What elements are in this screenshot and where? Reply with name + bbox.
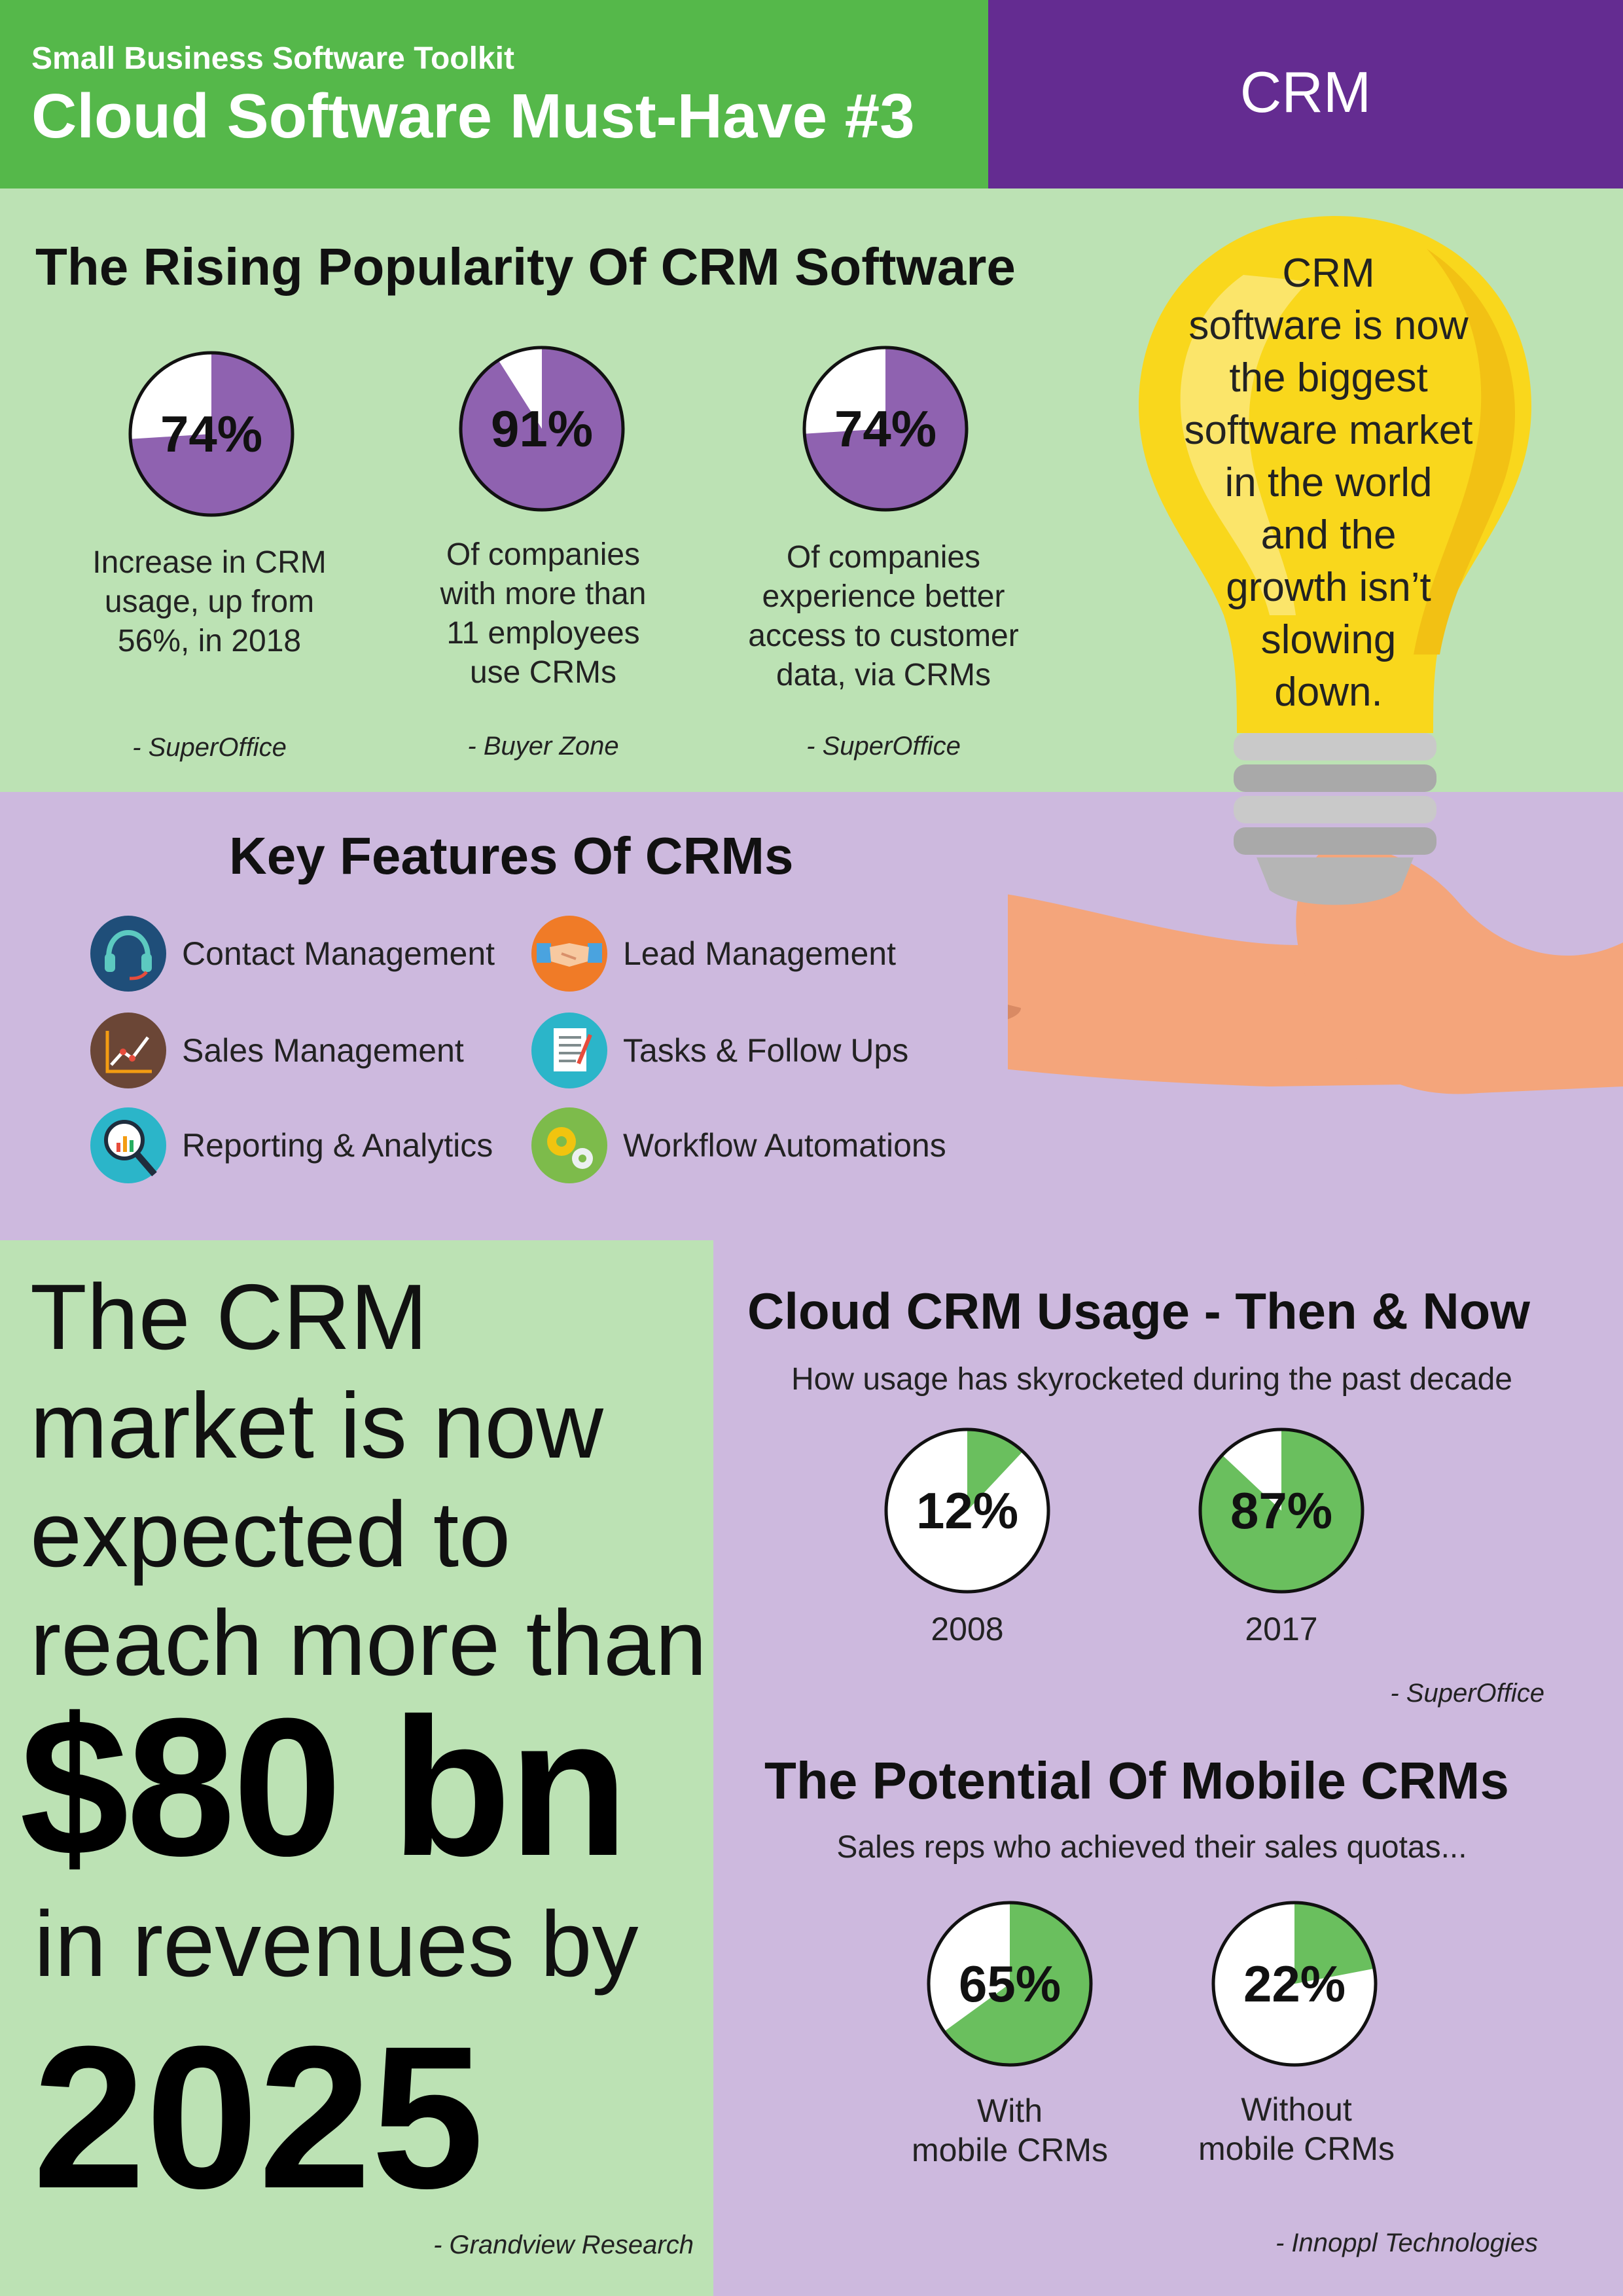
stat-text-3: Of companies experience better access to… [748,540,1019,692]
checklist-icon [531,1013,607,1088]
mobile-title: The Potential Of Mobile CRMs [764,1751,1509,1810]
feature-sales-management: Sales Management [89,1011,464,1090]
usage-section [713,1240,1623,2296]
stat-value-1: 74% [160,404,263,463]
popularity-title: The Rising Popularity Of CRM Software [35,238,1016,296]
toolkit-kicker: Small Business Software Toolkit [31,41,514,76]
market-amount: $80 bn [20,1677,628,1897]
palm-shade [1008,1005,1021,1020]
mobile-pie-without: 22% [1211,1900,1378,2068]
stat-source-2: - Buyer Zone [467,732,619,761]
features-title: Key Features Of CRMs [229,827,794,885]
mobile-pie-with: 65% [926,1900,1094,2068]
lightbulb-hand-illustration [1008,216,1623,1094]
thumb-shape [1296,847,1623,1094]
feature-label: Reporting & Analytics [182,1127,493,1164]
gears-icon [531,1107,607,1183]
feature-label: Lead Management [623,935,896,972]
feature-lead-management: Lead Management [530,914,896,993]
bulb-shade [1414,249,1515,655]
stat-text-1: Increase in CRM usage, up from 56%, in 2… [92,545,327,658]
mobile-label-with: With mobile CRMs [911,2092,1109,2168]
market-statement: The CRM market is now expected to reach … [30,1265,707,1695]
sales-chart-icon [90,1013,166,1088]
magnifier-icon [90,1107,166,1183]
usage-value-2008: 12% [916,1481,1019,1539]
stat-value-2: 91% [490,399,594,457]
market-section [0,1240,713,2296]
mobile-value-without: 22% [1243,1954,1346,2013]
market-in-revenues: in revenues by [34,1892,639,1996]
feature-label: Tasks & Follow Ups [623,1032,909,1069]
mobile-subtitle: Sales reps who achieved their sales quot… [836,1830,1467,1865]
mobile-label-without: Without mobile CRMs [1198,2091,1395,2167]
usage-value-2017: 87% [1230,1481,1333,1539]
cloud-usage-source: - SuperOffice [1390,1679,1544,1708]
stat-value-3: 74% [834,399,937,457]
usage-pie-2008: 12% [883,1427,1051,1594]
header-green-panel [0,0,988,188]
category-label: CRM [1240,60,1372,124]
mobile-source: - Innoppl Technologies [1275,2229,1538,2257]
feature-label: Workflow Automations [623,1127,946,1164]
stat-text-2: Of companies with more than 11 employees… [440,537,647,690]
headset-icon [90,916,166,992]
stat-pie-3: 74% [802,345,969,512]
usage-pie-2017: 87% [1198,1427,1365,1594]
cloud-usage-subtitle: How usage has skyrocketed during the pas… [791,1362,1512,1397]
feature-label: Sales Management [182,1032,464,1069]
mobile-value-with: 65% [958,1954,1061,2013]
usage-year-2017: 2017 [1245,1611,1318,1647]
market-source: - Grandview Research [433,2231,694,2259]
feature-tasks-follow-ups: Tasks & Follow Ups [530,1011,908,1090]
feature-reporting-analytics: Reporting & Analytics [89,1106,493,1185]
bulb-highlight [1180,275,1309,615]
stat-pie-2: 91% [458,345,626,512]
usage-year-2008: 2008 [931,1611,1004,1647]
market-year: 2025 [33,2003,484,2231]
cloud-usage-title: Cloud CRM Usage - Then & Now [747,1282,1530,1340]
feature-label: Contact Management [182,935,495,972]
feature-workflow-automations: Workflow Automations [530,1106,946,1185]
stat-pie-1: 74% [128,350,295,518]
page-title: Cloud Software Must-Have #3 [31,81,915,151]
stat-source-1: - SuperOffice [132,733,287,762]
handshake-icon [531,916,607,992]
header-purple-panel [988,0,1623,188]
bulb-text: CRM software is now the biggest software… [1184,251,1473,715]
stat-source-3: - SuperOffice [806,732,961,761]
feature-contact-management: Contact Management [89,914,495,993]
